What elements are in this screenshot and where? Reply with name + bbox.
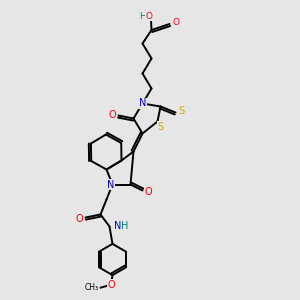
Text: S: S	[158, 122, 164, 132]
Text: H: H	[139, 12, 146, 21]
Text: O: O	[75, 214, 83, 224]
Text: O: O	[146, 12, 153, 21]
Text: H: H	[122, 221, 129, 231]
Text: N: N	[107, 179, 115, 190]
Text: N: N	[139, 98, 146, 109]
Text: O: O	[108, 110, 116, 121]
Text: N: N	[114, 221, 121, 231]
Text: O: O	[172, 18, 179, 27]
Text: O: O	[145, 187, 152, 197]
Text: S: S	[178, 106, 184, 116]
Text: CH₃: CH₃	[85, 283, 99, 292]
Text: O: O	[107, 280, 115, 290]
